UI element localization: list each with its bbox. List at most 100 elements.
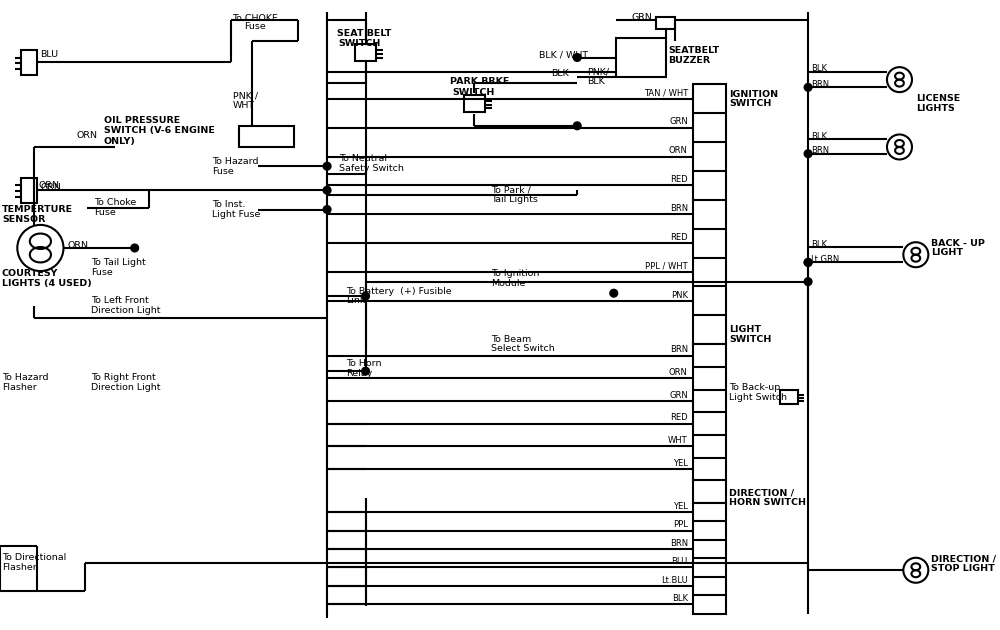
Text: Direction Light: Direction Light bbox=[91, 306, 161, 315]
Text: To CHOKE: To CHOKE bbox=[232, 14, 278, 23]
Text: To Horn: To Horn bbox=[346, 359, 382, 368]
Text: BLU: BLU bbox=[672, 557, 688, 566]
Text: ONLY): ONLY) bbox=[104, 137, 136, 146]
Circle shape bbox=[804, 258, 812, 266]
Text: LIGHTS: LIGHTS bbox=[916, 104, 955, 113]
Text: To Beam: To Beam bbox=[491, 335, 531, 344]
Text: To Left Front: To Left Front bbox=[91, 296, 149, 306]
Circle shape bbox=[323, 205, 331, 214]
Circle shape bbox=[573, 122, 581, 130]
Text: Fuse: Fuse bbox=[91, 268, 113, 277]
Text: ORN: ORN bbox=[77, 131, 98, 140]
Text: To Right Front: To Right Front bbox=[91, 374, 156, 382]
Text: COURTESY: COURTESY bbox=[2, 270, 58, 278]
Circle shape bbox=[323, 163, 331, 170]
Text: TEMPERTURE: TEMPERTURE bbox=[2, 205, 73, 214]
Text: Link: Link bbox=[346, 296, 366, 306]
Text: BLK: BLK bbox=[551, 69, 569, 78]
Text: PPL: PPL bbox=[673, 520, 688, 529]
Text: Fuse: Fuse bbox=[212, 166, 233, 176]
Text: BLK: BLK bbox=[811, 239, 827, 249]
Circle shape bbox=[903, 558, 928, 583]
Text: Lt.GRN: Lt.GRN bbox=[810, 255, 839, 264]
Text: To Directional: To Directional bbox=[2, 553, 66, 562]
Text: To Hazard: To Hazard bbox=[212, 157, 258, 166]
Text: DIRECTION /: DIRECTION / bbox=[729, 489, 794, 498]
Text: Fuse: Fuse bbox=[94, 208, 116, 217]
Text: IGNITION: IGNITION bbox=[729, 89, 778, 98]
Bar bbox=[656, 17, 675, 28]
Text: To Inst.: To Inst. bbox=[212, 200, 245, 209]
Circle shape bbox=[323, 186, 331, 194]
Text: TAN / WHT: TAN / WHT bbox=[644, 89, 688, 98]
Text: LIGHTS (4 USED): LIGHTS (4 USED) bbox=[2, 279, 92, 288]
Text: OIL PRESSURE: OIL PRESSURE bbox=[104, 115, 180, 125]
Text: BLK: BLK bbox=[587, 77, 605, 86]
Text: SENSOR: SENSOR bbox=[2, 215, 45, 224]
Text: SEATBELT: SEATBELT bbox=[669, 46, 720, 55]
Text: RED: RED bbox=[670, 233, 688, 242]
Text: WHT: WHT bbox=[233, 101, 255, 110]
Text: To Choke: To Choke bbox=[94, 198, 137, 207]
Text: PARK BRKE: PARK BRKE bbox=[450, 77, 510, 86]
Text: SWITCH: SWITCH bbox=[729, 335, 772, 344]
Text: HORN SWITCH: HORN SWITCH bbox=[729, 498, 806, 507]
Text: SWITCH (V-6 ENGINE: SWITCH (V-6 ENGINE bbox=[104, 126, 215, 135]
Bar bbox=[780, 391, 798, 404]
Text: Safety Switch: Safety Switch bbox=[339, 164, 404, 173]
Text: STOP LIGHT: STOP LIGHT bbox=[931, 564, 995, 573]
Text: Tail Lights: Tail Lights bbox=[491, 195, 538, 204]
Text: ORN: ORN bbox=[67, 241, 88, 249]
Bar bbox=[464, 95, 485, 112]
Text: BLK: BLK bbox=[811, 64, 827, 72]
Text: Light Switch: Light Switch bbox=[729, 392, 787, 401]
Text: LICENSE: LICENSE bbox=[916, 94, 960, 103]
Text: Flasher: Flasher bbox=[2, 563, 37, 572]
Text: RED: RED bbox=[670, 175, 688, 184]
Text: To Tail Light: To Tail Light bbox=[91, 258, 146, 267]
Text: BRN: BRN bbox=[670, 204, 688, 213]
Circle shape bbox=[131, 244, 139, 252]
Text: YEL: YEL bbox=[673, 459, 688, 467]
Circle shape bbox=[903, 242, 928, 267]
Text: To Park /: To Park / bbox=[491, 186, 531, 195]
Bar bbox=[693, 503, 726, 614]
Text: PNK /: PNK / bbox=[233, 91, 258, 101]
Bar bbox=[21, 50, 37, 75]
Text: SWITCH: SWITCH bbox=[452, 88, 495, 96]
Circle shape bbox=[887, 67, 912, 92]
Text: BUZZER: BUZZER bbox=[669, 56, 711, 65]
Text: ORN: ORN bbox=[669, 146, 688, 156]
Text: GRN: GRN bbox=[669, 391, 688, 399]
Text: GRN: GRN bbox=[631, 13, 652, 21]
Text: BACK - UP: BACK - UP bbox=[931, 239, 985, 248]
Text: Select Switch: Select Switch bbox=[491, 345, 554, 353]
Circle shape bbox=[804, 84, 812, 91]
Text: GRN: GRN bbox=[669, 117, 688, 127]
Circle shape bbox=[610, 289, 618, 297]
Text: Direction Light: Direction Light bbox=[91, 383, 161, 392]
Text: BLK: BLK bbox=[811, 132, 827, 141]
Text: To Hazard: To Hazard bbox=[2, 374, 48, 382]
Text: PNK/: PNK/ bbox=[587, 67, 609, 76]
Bar bbox=[355, 44, 376, 61]
Text: PPL / WHT: PPL / WHT bbox=[645, 261, 688, 271]
Circle shape bbox=[804, 150, 812, 158]
Text: Light Fuse: Light Fuse bbox=[212, 210, 260, 219]
Text: GRN: GRN bbox=[40, 183, 61, 192]
Bar bbox=[616, 38, 666, 77]
Text: PNK: PNK bbox=[671, 290, 688, 300]
Text: Relay: Relay bbox=[346, 369, 373, 377]
Text: LIGHT: LIGHT bbox=[729, 325, 761, 335]
Circle shape bbox=[887, 134, 912, 159]
Text: BRN: BRN bbox=[811, 80, 829, 89]
Circle shape bbox=[17, 225, 63, 271]
Text: ORN: ORN bbox=[38, 181, 59, 190]
Bar bbox=[693, 344, 726, 503]
Circle shape bbox=[804, 258, 812, 266]
Circle shape bbox=[804, 278, 812, 285]
Bar bbox=[21, 178, 37, 203]
Text: To Back-up: To Back-up bbox=[729, 383, 780, 392]
Text: ORN: ORN bbox=[669, 368, 688, 377]
Text: BRN: BRN bbox=[670, 539, 688, 547]
